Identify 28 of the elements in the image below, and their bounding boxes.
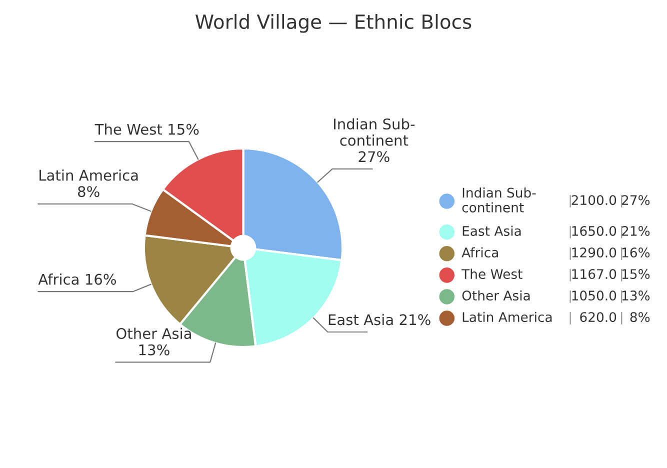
data-label: 16% [622,248,650,258]
data-label: 27% [358,151,390,162]
data-label: 8% [78,186,100,198]
text: 1650.0 [572,226,616,236]
text: 8% [630,312,650,322]
data-label: 15% [622,269,650,280]
legend-label: The West [462,268,522,280]
legend-label: East Asia [462,226,521,236]
chart-title: World Village — Ethnic Blocs [196,14,472,33]
category-label: East Asia 21% [328,314,430,326]
text: 620.0 [580,312,616,322]
text: 1167.0 [572,269,616,280]
legend-label: Indian Sub- continent [462,187,536,212]
slice-label: Latin America [40,169,138,181]
data-label: 13% [139,344,170,356]
data-label: 21% [622,226,650,236]
legend-label: Africa [462,247,498,258]
text: 27% [622,195,650,206]
text: 1290.0 [572,248,616,258]
text: 2100.0 [572,195,616,206]
legend-label: Other Asia [462,290,530,301]
category-label: The West 15% [94,124,199,135]
slice-label: Indian Sub- continent [334,118,415,146]
text: 1050.0 [572,290,616,301]
legend-label: Latin America [462,312,552,322]
category-label: Africa 16% [38,274,116,285]
text: 13% [622,290,650,301]
slice-label: Other Asia [116,328,191,340]
